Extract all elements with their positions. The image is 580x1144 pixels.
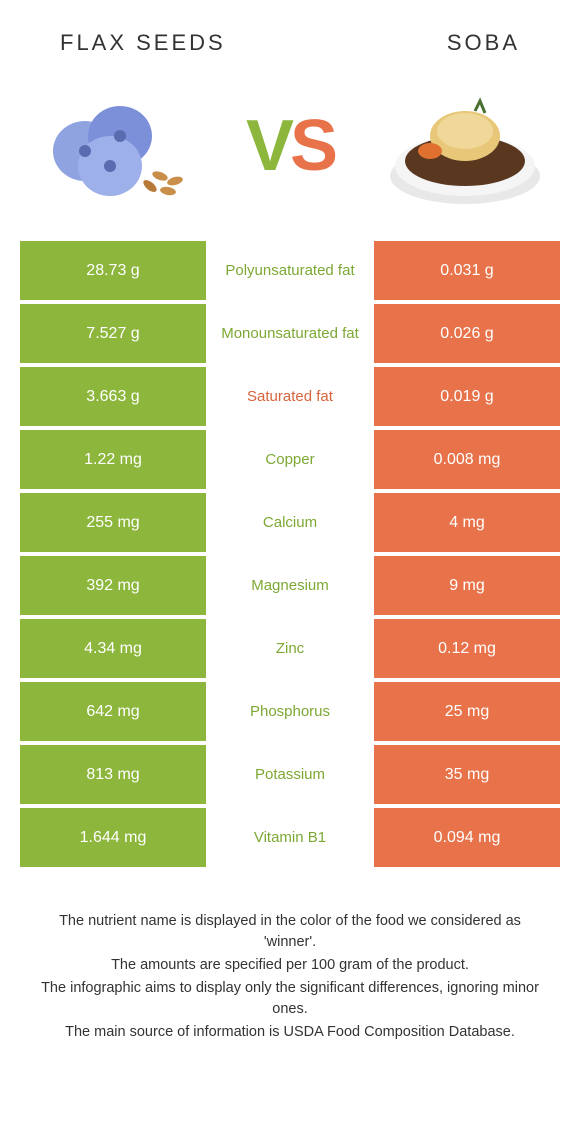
left-value: 813 mg <box>20 745 206 804</box>
table-row: 7.527 gMonounsaturated fat0.026 g <box>20 304 560 363</box>
footer-line: The amounts are specified per 100 gram o… <box>40 955 540 976</box>
header: FLAX SEEDS SOBA <box>20 30 560 56</box>
nutrient-label: Zinc <box>206 619 374 678</box>
right-value: 9 mg <box>374 556 560 615</box>
table-row: 642 mgPhosphorus25 mg <box>20 682 560 741</box>
table-row: 392 mgMagnesium9 mg <box>20 556 560 615</box>
table-row: 28.73 gPolyunsaturated fat0.031 g <box>20 241 560 300</box>
left-value: 1.644 mg <box>20 808 206 867</box>
right-value: 0.031 g <box>374 241 560 300</box>
table-row: 255 mgCalcium4 mg <box>20 493 560 552</box>
footer-line: The nutrient name is displayed in the co… <box>40 911 540 953</box>
soba-image <box>380 81 550 211</box>
nutrient-label: Potassium <box>206 745 374 804</box>
nutrient-label: Vitamin B1 <box>206 808 374 867</box>
nutrient-label: Monounsaturated fat <box>206 304 374 363</box>
left-food-title: FLAX SEEDS <box>60 30 226 56</box>
left-value: 255 mg <box>20 493 206 552</box>
nutrient-label: Polyunsaturated fat <box>206 241 374 300</box>
footer-line: The main source of information is USDA F… <box>40 1022 540 1043</box>
table-row: 1.644 mgVitamin B10.094 mg <box>20 808 560 867</box>
right-value: 0.12 mg <box>374 619 560 678</box>
nutrient-label: Phosphorus <box>206 682 374 741</box>
vs-v: V <box>246 105 290 187</box>
right-value: 0.008 mg <box>374 430 560 489</box>
footer-line: The infographic aims to display only the… <box>40 978 540 1020</box>
left-value: 7.527 g <box>20 304 206 363</box>
vs-row: VS <box>20 81 560 241</box>
nutrient-label: Saturated fat <box>206 367 374 426</box>
right-value: 25 mg <box>374 682 560 741</box>
flax-seeds-image <box>30 81 200 211</box>
table-row: 1.22 mgCopper0.008 mg <box>20 430 560 489</box>
right-food-title: SOBA <box>447 30 520 56</box>
left-value: 1.22 mg <box>20 430 206 489</box>
vs-label: VS <box>246 105 334 187</box>
vs-s: S <box>290 105 334 187</box>
left-value: 4.34 mg <box>20 619 206 678</box>
nutrient-label: Copper <box>206 430 374 489</box>
table-row: 3.663 gSaturated fat0.019 g <box>20 367 560 426</box>
nutrient-label: Calcium <box>206 493 374 552</box>
table-row: 813 mgPotassium35 mg <box>20 745 560 804</box>
right-value: 0.019 g <box>374 367 560 426</box>
left-value: 392 mg <box>20 556 206 615</box>
table-row: 4.34 mgZinc0.12 mg <box>20 619 560 678</box>
right-value: 0.094 mg <box>374 808 560 867</box>
left-value: 3.663 g <box>20 367 206 426</box>
left-value: 642 mg <box>20 682 206 741</box>
right-value: 0.026 g <box>374 304 560 363</box>
left-value: 28.73 g <box>20 241 206 300</box>
nutrient-label: Magnesium <box>206 556 374 615</box>
nutrient-table: 28.73 gPolyunsaturated fat0.031 g7.527 g… <box>20 241 560 867</box>
right-value: 4 mg <box>374 493 560 552</box>
right-value: 35 mg <box>374 745 560 804</box>
footer-notes: The nutrient name is displayed in the co… <box>20 871 560 1043</box>
